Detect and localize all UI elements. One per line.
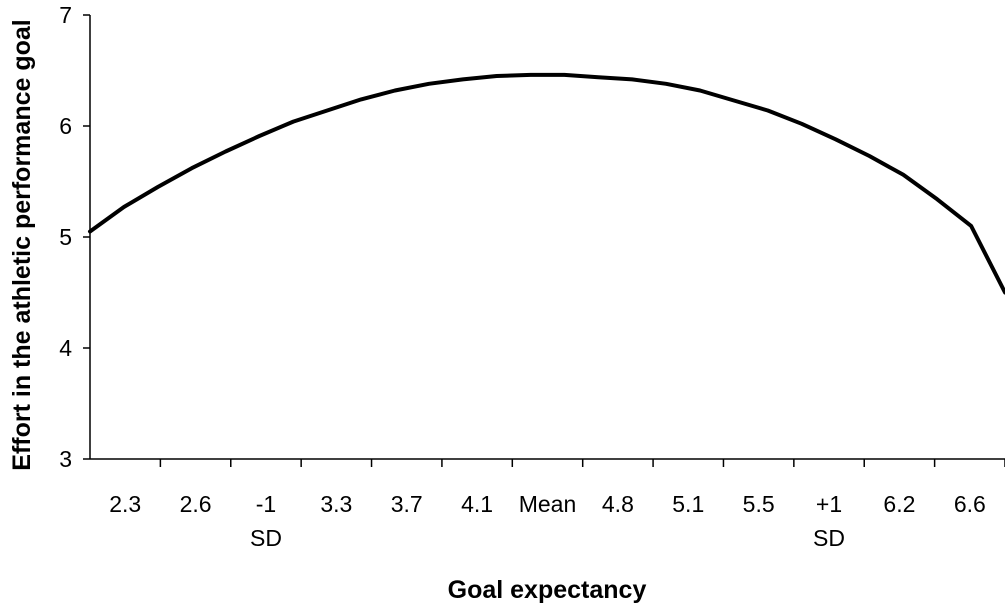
x-tick-label: 3.3 bbox=[320, 491, 352, 517]
y-tick-label: 3 bbox=[59, 446, 72, 472]
x-tick-label: 6.6 bbox=[954, 491, 986, 517]
x-tick-label: +1 bbox=[816, 491, 842, 517]
y-axis: 3 4 5 6 7 bbox=[59, 2, 91, 472]
y-tick-label: 6 bbox=[59, 113, 72, 139]
x-tick-label: 4.8 bbox=[602, 491, 634, 517]
y-tick-label: 7 bbox=[59, 2, 72, 28]
x-axis: 2.3 2.6 -1 SD 3.3 3.7 4.1 Mean 4.8 5.1 5.5 +1 SD 6.2 6… bbox=[90, 458, 1005, 551]
x-tick-label: 2.6 bbox=[180, 491, 212, 517]
x-tick-label: SD bbox=[250, 525, 282, 551]
x-tick-label: Mean bbox=[519, 491, 577, 517]
y-axis-title: Effort in the athletic performance goal bbox=[8, 19, 36, 470]
plot-area bbox=[88, 72, 1005, 295]
x-tick-label: 2.3 bbox=[109, 491, 141, 517]
x-tick-label: 4.1 bbox=[461, 491, 493, 517]
x-tick-label: -1 bbox=[256, 491, 276, 517]
series-line-0 bbox=[88, 72, 1005, 295]
x-tick-label: 5.5 bbox=[743, 491, 775, 517]
x-tick-label: 3.7 bbox=[391, 491, 423, 517]
x-tick-label: SD bbox=[813, 525, 845, 551]
y-tick-label: 5 bbox=[59, 224, 72, 250]
x-tick-label: 5.1 bbox=[672, 491, 704, 517]
x-tick-label: 6.2 bbox=[883, 491, 915, 517]
y-tick-label: 4 bbox=[59, 335, 72, 361]
x-axis-title: Goal expectancy bbox=[448, 576, 647, 604]
